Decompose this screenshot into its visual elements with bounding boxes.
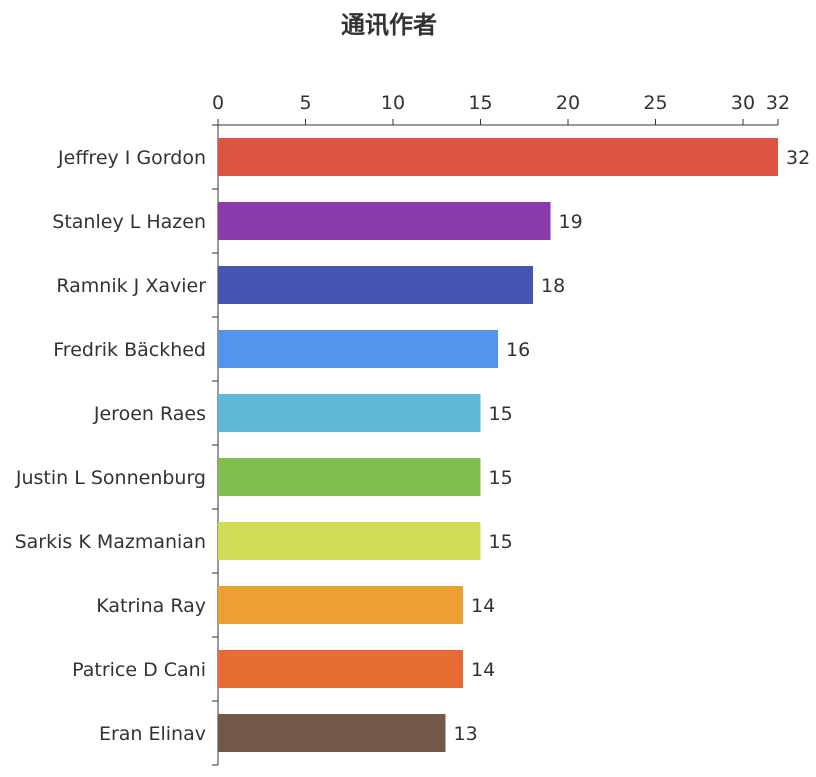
- value-label: 32: [786, 147, 810, 169]
- value-label: 15: [489, 467, 513, 489]
- value-labels: 32 19 18 16 15 15 15 14 14 13: [454, 147, 811, 745]
- bar[interactable]: [218, 522, 481, 560]
- category-label: Jeroen Raes: [93, 403, 206, 425]
- category-label: Fredrik Bäckhed: [53, 339, 206, 361]
- chart-title: 通讯作者: [341, 11, 437, 39]
- value-label: 16: [506, 339, 530, 361]
- value-label: 14: [471, 595, 495, 617]
- category-label: Eran Elinav: [99, 723, 206, 745]
- value-label: 14: [471, 659, 495, 681]
- category-label: Katrina Ray: [96, 595, 206, 617]
- category-label: Patrice D Cani: [72, 659, 206, 681]
- x-axis: 0 5 10 15 20 25 30 32: [212, 92, 790, 126]
- category-label: Stanley L Hazen: [52, 211, 206, 233]
- bar[interactable]: [218, 330, 498, 368]
- category-label: Justin L Sonnenburg: [15, 467, 206, 489]
- value-label: 18: [541, 275, 565, 297]
- category-label: Ramnik J Xavier: [56, 275, 206, 297]
- x-tick-label: 10: [381, 92, 405, 114]
- x-tick-label: 15: [468, 92, 492, 114]
- value-label: 15: [489, 531, 513, 553]
- bar[interactable]: [218, 586, 463, 624]
- x-tick-label: 30: [731, 92, 755, 114]
- bar[interactable]: [218, 138, 778, 176]
- value-label: 15: [489, 403, 513, 425]
- category-label: Sarkis K Mazmanian: [15, 531, 206, 553]
- bar[interactable]: [218, 266, 533, 304]
- bars: [218, 138, 778, 752]
- bar[interactable]: [218, 714, 446, 752]
- y-axis: Jeffrey I Gordon Stanley L Hazen Ramnik J …: [15, 124, 219, 766]
- bar[interactable]: [218, 202, 551, 240]
- x-tick-label: 0: [212, 92, 224, 114]
- x-tick-label: 5: [299, 92, 311, 114]
- bar[interactable]: [218, 650, 463, 688]
- x-tick-label: 32: [766, 92, 790, 114]
- category-label: Jeffrey I Gordon: [57, 147, 206, 169]
- value-label: 13: [454, 723, 478, 745]
- x-tick-label: 20: [556, 92, 580, 114]
- x-tick-label: 25: [643, 92, 667, 114]
- bar[interactable]: [218, 394, 481, 432]
- value-label: 19: [559, 211, 583, 233]
- bar[interactable]: [218, 458, 481, 496]
